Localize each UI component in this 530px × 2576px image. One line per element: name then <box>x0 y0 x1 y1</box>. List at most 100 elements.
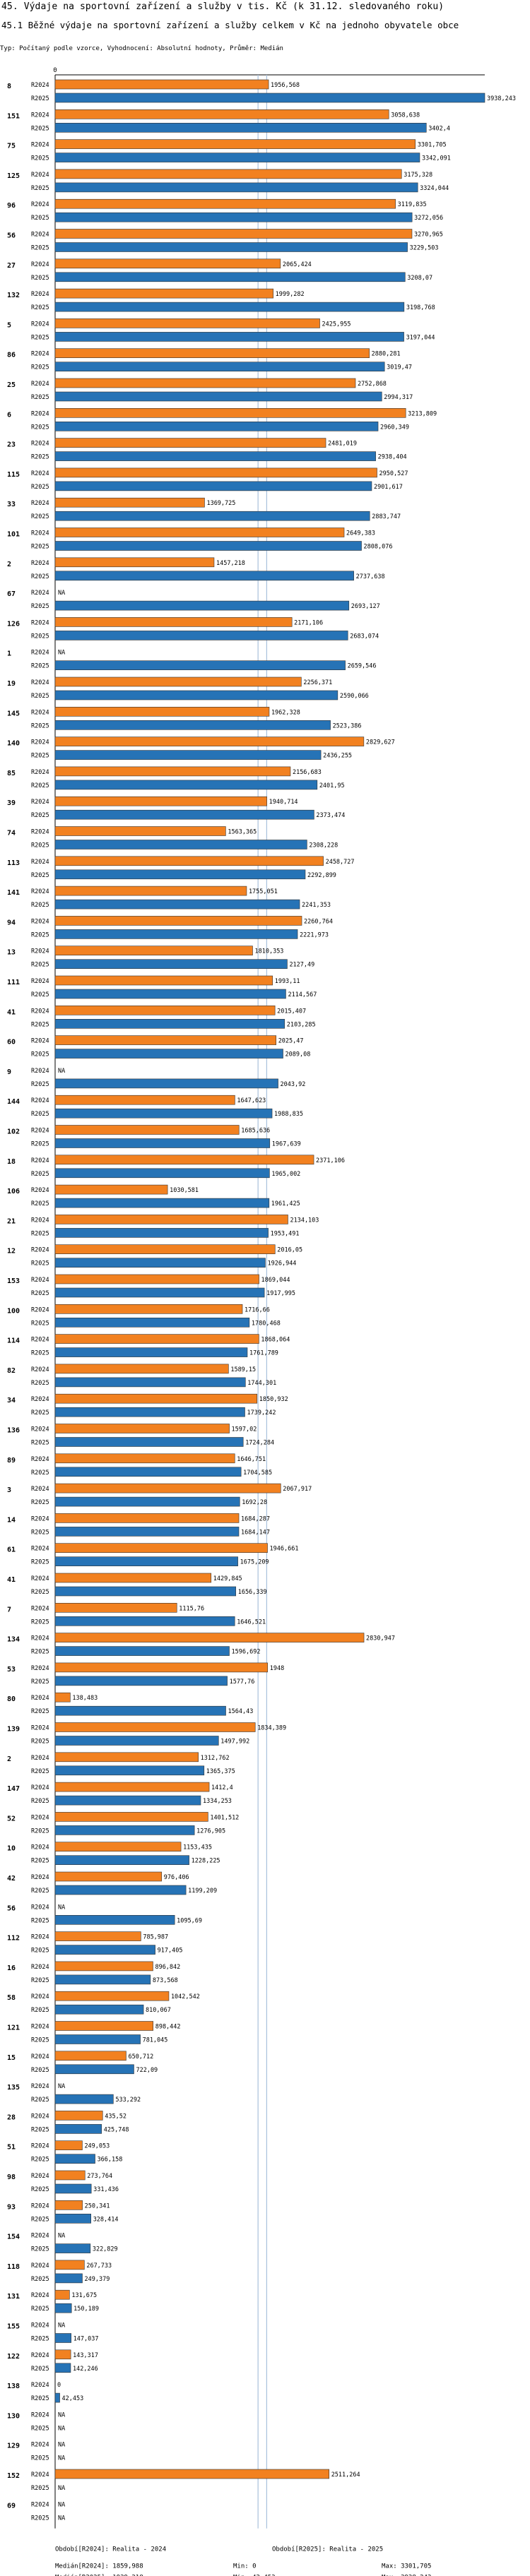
row-id-label: 121 <box>7 2025 20 2032</box>
legend-max-2025: Max: 3938,243 <box>382 2575 431 2576</box>
series-label-2024: R2024 <box>31 619 49 626</box>
series-label-2025: R2025 <box>31 2395 49 2402</box>
value-label-2025: 2401,95 <box>319 782 345 789</box>
series-label-2025: R2025 <box>31 245 49 252</box>
bar-2025 <box>54 1556 238 1566</box>
row-id-label: 34 <box>7 1397 16 1405</box>
value-label-2025: 1365,375 <box>206 1768 235 1775</box>
bar-2025 <box>54 481 372 491</box>
bar-2025 <box>54 1019 285 1029</box>
series-label-2025: R2025 <box>31 364 49 371</box>
bar-2024 <box>54 1095 235 1105</box>
row-id-label: 86 <box>7 352 16 359</box>
series-label-2025: R2025 <box>31 1499 49 1506</box>
series-label-2025: R2025 <box>31 513 49 520</box>
row-id-label: 152 <box>7 2472 20 2480</box>
series-label-2025: R2025 <box>31 633 49 640</box>
series-label-2024: R2024 <box>31 2173 49 2180</box>
series-label-2024: R2024 <box>31 82 49 89</box>
value-label-2024: 785,987 <box>143 1934 168 1941</box>
series-label-2025: R2025 <box>31 1888 49 1895</box>
bar-2024 <box>54 527 345 537</box>
bar-2025 <box>54 2333 72 2343</box>
bar-2024 <box>54 1035 276 1045</box>
na-label: NA <box>58 2442 65 2449</box>
row-id-label: 151 <box>7 112 20 120</box>
series-label-2024: R2024 <box>31 1426 49 1433</box>
bar-2025 <box>54 840 307 849</box>
series-label-2024: R2024 <box>31 1665 49 1672</box>
series-label-2024: R2024 <box>31 679 49 686</box>
bar-2025 <box>54 2363 71 2373</box>
row-id-label: 2 <box>7 1755 11 1763</box>
bar-2025 <box>54 1586 237 1597</box>
series-label-2025: R2025 <box>31 275 49 282</box>
series-label-2024: R2024 <box>31 1157 49 1164</box>
bar-2024 <box>54 1244 276 1254</box>
row-id-label: 16 <box>7 1964 16 1972</box>
row-id-label: 122 <box>7 2353 20 2361</box>
series-label-2025: R2025 <box>31 2276 49 2283</box>
value-label-2025: 2089,08 <box>285 1051 311 1059</box>
bar-2025 <box>54 780 318 790</box>
series-label-2025: R2025 <box>31 2336 49 2343</box>
bar-2024 <box>54 706 270 717</box>
series-label-2025: R2025 <box>31 2067 49 2074</box>
series-label-2024: R2024 <box>31 500 49 507</box>
value-label-2024: 2511,264 <box>331 2471 360 2479</box>
series-label-2024: R2024 <box>31 1277 49 1284</box>
series-label-2024: R2024 <box>31 1366 49 1373</box>
bar-2025 <box>54 212 413 222</box>
series-label-2025: R2025 <box>31 962 49 969</box>
bar-2025 <box>54 571 354 581</box>
series-label-2025: R2025 <box>31 1917 49 1924</box>
value-label-2024: 2260,764 <box>304 918 333 925</box>
row-id-label: 74 <box>7 830 16 837</box>
value-label-2024: 435,52 <box>105 2113 126 2120</box>
row-id-label: 39 <box>7 799 16 807</box>
row-id-label: 154 <box>7 2234 20 2241</box>
row-id-label: 118 <box>7 2263 20 2271</box>
bar-2025 <box>54 1974 151 1985</box>
value-label-2025: 2436,255 <box>323 753 352 760</box>
series-label-2024: R2024 <box>31 172 49 179</box>
value-label-2024: 1646,751 <box>237 1456 266 1463</box>
value-label-2024: 1030,581 <box>170 1187 199 1194</box>
bar-2024 <box>54 1304 243 1314</box>
bar-2024 <box>54 1633 365 1642</box>
bar-2024 <box>54 169 402 179</box>
na-label: NA <box>58 2233 65 2240</box>
series-label-2024: R2024 <box>31 1904 49 1911</box>
bar-2024 <box>54 229 413 239</box>
value-label-2025: 2960,349 <box>380 424 409 431</box>
row-id-label: 101 <box>7 531 20 539</box>
value-label-2025: 2523,386 <box>333 722 362 729</box>
series-label-2024: R2024 <box>31 2501 49 2508</box>
series-label-2025: R2025 <box>31 1858 49 1865</box>
row-id-label: 98 <box>7 2174 16 2181</box>
bar-2024 <box>54 2260 85 2270</box>
series-label-2024: R2024 <box>31 1515 49 1522</box>
bar-2024 <box>54 318 320 328</box>
row-id-label: 144 <box>7 1098 20 1106</box>
row-id-label: 140 <box>7 740 20 748</box>
bar-2025 <box>54 2214 92 2224</box>
bar-2025 <box>54 690 338 700</box>
series-label-2025: R2025 <box>31 1618 49 1626</box>
series-label-2025: R2025 <box>31 1051 49 1059</box>
value-label-2025: 1228,225 <box>192 1858 220 1865</box>
bar-2024 <box>54 737 365 746</box>
series-label-2024: R2024 <box>31 1008 49 1015</box>
series-label-2025: R2025 <box>31 2306 49 2313</box>
row-id-label: 8 <box>7 83 11 90</box>
value-label-2024: 1115,76 <box>179 1605 204 1612</box>
bar-2025 <box>54 959 288 969</box>
bar-2024 <box>54 886 247 896</box>
bar-2024 <box>54 1006 276 1015</box>
value-label-2024: 1999,282 <box>276 291 305 298</box>
bar-2025 <box>54 750 322 760</box>
na-label: NA <box>58 650 65 657</box>
na-label: NA <box>58 2425 65 2432</box>
bar-2025 <box>54 1347 248 1357</box>
